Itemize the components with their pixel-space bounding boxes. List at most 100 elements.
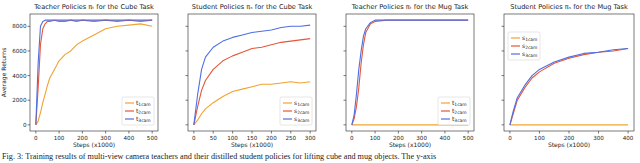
x-axis-label: Steps (x1000) — [73, 141, 115, 149]
y-tick-label: 0 — [23, 122, 27, 128]
x-tick — [152, 131, 153, 134]
y-tick — [186, 124, 189, 125]
x-tick — [310, 131, 311, 134]
caption: Fig. 3: Training results of multi-view c… — [2, 152, 436, 161]
y-axis-label: Average Returns — [0, 48, 8, 98]
x-tick — [193, 131, 194, 134]
x-tick-label: 150 — [247, 135, 258, 141]
x-tick — [468, 131, 469, 134]
x-tick — [375, 131, 376, 134]
y-tick-label: 6000 — [12, 48, 27, 54]
x-tick — [398, 131, 399, 134]
legend-swatch — [441, 118, 450, 119]
x-tick-label: 100 — [227, 135, 238, 141]
x-axis-label: Steps (x1000) — [231, 141, 273, 149]
y-tick — [502, 26, 505, 27]
x-tick — [252, 131, 253, 134]
x-tick-label: 0 — [34, 135, 38, 141]
x-tick-label: 500 — [147, 135, 158, 141]
x-tick-label: 200 — [393, 135, 404, 141]
legend-swatch — [441, 102, 450, 103]
legend-label: t2cam — [136, 107, 151, 115]
legend-label: t1cam — [136, 99, 151, 107]
subplot: Student Policies πₛ for the Mug Task0100… — [502, 3, 635, 149]
legend-swatch — [125, 102, 134, 103]
x-tick-label: 200 — [564, 135, 575, 141]
x-tick-label: 300 — [100, 135, 111, 141]
x-tick-label: 200 — [266, 135, 277, 141]
legend-label: t1cam — [452, 99, 467, 107]
x-tick-label: 0 — [192, 135, 196, 141]
x-tick — [213, 131, 214, 134]
y-tick — [344, 75, 347, 76]
plot-frame — [30, 14, 158, 131]
y-tick — [502, 75, 505, 76]
y-tick — [344, 124, 347, 125]
y-tick — [28, 124, 31, 125]
series-line — [510, 124, 628, 125]
legend-swatch — [283, 102, 292, 103]
legend-box — [280, 97, 312, 125]
y-tick-label: 4000 — [12, 73, 27, 79]
x-tick-label: 100 — [370, 135, 381, 141]
x-tick — [598, 131, 599, 134]
x-tick — [232, 131, 233, 134]
x-tick-label: 100 — [54, 135, 65, 141]
subplot: Teacher Policies πₜ for the Mug Task0100… — [344, 3, 475, 149]
x-tick-label: 400 — [124, 135, 135, 141]
legend: s1cams2cams3cam — [280, 97, 312, 125]
y-tick — [502, 50, 505, 51]
x-tick — [351, 131, 352, 134]
legend: t1camt2camt3cam — [122, 97, 154, 125]
x-tick-label: 300 — [416, 135, 427, 141]
x-tick-label: 400 — [623, 135, 634, 141]
legend-label: s3cam — [522, 50, 537, 58]
x-tick-label: 300 — [593, 135, 604, 141]
legend-swatch — [283, 110, 292, 111]
legend-swatch — [125, 118, 134, 119]
y-tick — [344, 100, 347, 101]
x-axis-label: Steps (x1000) — [548, 141, 590, 149]
y-tick — [28, 75, 31, 76]
subplot: Student Policies πₛ for the Cube Task 0 50… — [186, 3, 317, 149]
x-tick — [569, 131, 570, 134]
plot-frame — [504, 14, 634, 131]
x-tick-label: 250 — [285, 135, 296, 141]
legend-swatch — [511, 53, 520, 54]
x-tick — [271, 131, 272, 134]
legend-label: t2cam — [452, 107, 467, 115]
x-tick-label: 200 — [77, 135, 88, 141]
y-tick — [28, 26, 31, 27]
title: Student Policies πₛ for the Mug Task — [510, 3, 628, 11]
legend-swatch — [283, 118, 292, 119]
legend: t1camt2camt3cam — [438, 97, 470, 125]
y-tick — [186, 100, 189, 101]
legend-swatch — [511, 45, 520, 46]
legend-swatch — [511, 37, 520, 38]
x-tick — [128, 131, 129, 134]
x-tick — [59, 131, 60, 134]
x-tick-label: 0 — [350, 135, 354, 141]
x-tick-label: 300 — [305, 135, 316, 141]
title: Student Policies πₛ for the Cube Task — [192, 3, 313, 11]
x-tick — [444, 131, 445, 134]
y-tick — [186, 50, 189, 51]
x-tick — [421, 131, 422, 134]
legend-label: s2cam — [522, 42, 537, 50]
x-tick-label: 50 — [210, 135, 218, 141]
x-tick — [82, 131, 83, 134]
y-tick — [502, 100, 505, 101]
x-tick — [628, 131, 629, 134]
x-tick-label: 500 — [463, 135, 474, 141]
title: Teacher Policies πₜ for the Cube Task — [33, 3, 154, 11]
x-tick-label: 400 — [440, 135, 451, 141]
plot-frame — [346, 14, 474, 131]
y-tick-label: 2000 — [12, 97, 27, 103]
legend-label: s1cam — [294, 99, 309, 107]
x-tick — [35, 131, 36, 134]
legend-label: s1cam — [522, 34, 537, 42]
y-tick — [344, 26, 347, 27]
y-tick — [28, 50, 31, 51]
x-tick — [290, 131, 291, 134]
legend-box — [122, 97, 154, 125]
